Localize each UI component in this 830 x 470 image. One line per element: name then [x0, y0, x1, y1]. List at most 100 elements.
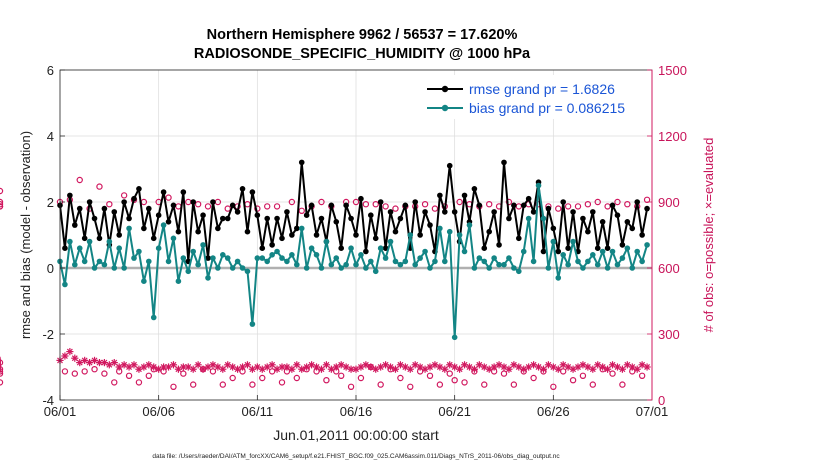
obs-evaluated-stroke [279, 364, 285, 370]
legend-bias-label: bias grand pr = 0.086215 [469, 100, 625, 116]
obs-evaluated-stroke [397, 361, 404, 368]
bias-point [190, 248, 196, 255]
obs-evaluated-stroke [505, 366, 512, 373]
bias-series [57, 182, 650, 341]
bias-point [185, 268, 192, 275]
obs-evaluated-point [441, 365, 449, 373]
obs-evaluated-point [61, 352, 69, 360]
obs-possible-point [323, 377, 330, 384]
obs-possible-point [362, 200, 370, 208]
rmse-point [343, 202, 349, 209]
rmse-point [402, 202, 409, 209]
obs-possible-point [372, 200, 379, 208]
obs-evaluated-stroke [224, 361, 231, 368]
obs-evaluated-stroke [288, 366, 295, 373]
rmse-point [160, 189, 167, 195]
bias-point [294, 261, 300, 268]
bias-point [432, 258, 438, 265]
rmse-point [200, 212, 206, 218]
bias-point [298, 225, 305, 232]
rmse-point [417, 232, 423, 238]
bias-point [249, 321, 256, 327]
bias-point [565, 261, 571, 268]
bias-point [427, 265, 433, 271]
obs-possible-point [150, 366, 157, 373]
bias-point [550, 238, 557, 245]
obs-evaluated-point [406, 365, 414, 373]
rmse-point [249, 189, 256, 195]
bias-point [264, 258, 271, 265]
y-tick-label-4: 4 [47, 129, 54, 144]
legend-rmse-marker [441, 85, 449, 93]
bias-point [220, 252, 226, 258]
obs-possible-point [352, 198, 360, 206]
legend-box [421, 75, 647, 119]
obs-possible-point [165, 194, 172, 201]
bias-point [491, 255, 497, 261]
bias-point [639, 258, 645, 265]
rmse-point [180, 189, 187, 195]
obs-possible-point [264, 203, 271, 210]
obs-possible-point [569, 377, 577, 384]
bias-point [116, 245, 122, 251]
bias-point [76, 245, 83, 251]
obs-possible-point [0, 201, 4, 208]
obs-evaluated-point [219, 365, 227, 373]
rmse-point [471, 186, 478, 192]
bias-point [629, 265, 636, 271]
rmse-point [86, 199, 93, 205]
obs-possible-point [550, 383, 557, 390]
obs-evaluated-point [293, 361, 301, 369]
obs-evaluated-point [71, 354, 79, 362]
obs-possible-point [268, 368, 276, 375]
bias-point [535, 182, 542, 189]
bias-point [358, 252, 364, 258]
obs-evaluated-point [288, 365, 296, 373]
obs-evaluated-stroke [229, 364, 236, 370]
y-right-tick-label-3: 900 [658, 195, 680, 210]
rmse-point [486, 228, 493, 235]
bias-point [412, 261, 419, 268]
rmse-point [427, 222, 433, 228]
rmse-point [585, 228, 591, 235]
rmse-point [545, 205, 552, 212]
rmse-point [224, 215, 231, 222]
rmse-point [155, 212, 162, 218]
obs-possible-point [530, 374, 537, 382]
obs-possible-point [259, 374, 266, 382]
x-tick-label-2: 06/11 [242, 404, 274, 419]
obs-possible-point [540, 368, 547, 375]
obs-evaluated-stroke [362, 361, 369, 368]
obs-possible-point [293, 374, 300, 382]
obs-possible-point [0, 370, 4, 377]
rmse-point [229, 202, 236, 209]
rmse-point [328, 202, 335, 209]
bias-point [318, 265, 325, 271]
obs-evaluated-stroke [476, 361, 483, 368]
rmse-point [284, 209, 290, 215]
chart-subtitle: RADIOSONDE_SPECIFIC_HUMIDITY @ 1000 hPa [194, 46, 531, 62]
rmse-point [590, 209, 596, 215]
bias-point [308, 245, 315, 251]
rmse-point [481, 245, 488, 251]
rmse-point [269, 242, 275, 248]
rmse-point [476, 202, 483, 209]
rmse-point [461, 192, 468, 199]
rmse-point [422, 209, 428, 215]
bias-point [506, 255, 512, 261]
obs-possible-point [209, 368, 217, 375]
obs-evaluated-stroke [214, 364, 221, 370]
obs-evaluated-stroke [594, 361, 601, 368]
y-tick-label-1: -2 [42, 327, 54, 342]
rmse-point [190, 199, 196, 205]
rmse-point [215, 225, 221, 232]
bias-point [407, 232, 414, 238]
obs-possible-point [81, 368, 88, 375]
y-tick-label-5: 6 [47, 63, 54, 78]
obs-possible-point [313, 368, 320, 375]
rmse-point [363, 248, 369, 255]
rmse-point [264, 215, 271, 222]
bias-point [590, 252, 596, 258]
obs-evaluated-stroke [392, 366, 399, 373]
obs-evaluated-point [613, 363, 622, 371]
